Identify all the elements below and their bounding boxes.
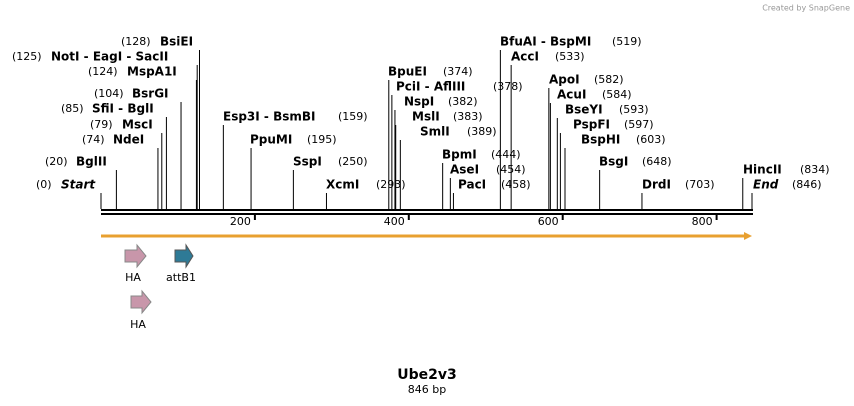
site-name: SmlI	[420, 125, 450, 139]
site-position: (533)	[555, 50, 585, 63]
feature-label: attB1	[166, 271, 196, 284]
site-position: (124)	[88, 65, 118, 78]
site-name: BsrGI	[132, 87, 169, 101]
site-name: NspI	[404, 95, 434, 109]
feature-label: HA	[130, 318, 146, 331]
site-position: (846)	[792, 178, 822, 191]
site-position: (74)	[82, 133, 105, 146]
site-position: (374)	[443, 65, 473, 78]
site-name: DrdI	[642, 178, 671, 192]
site-position: (20)	[45, 155, 68, 168]
site-name: MscI	[122, 118, 153, 132]
site-name: End	[753, 178, 779, 192]
site-name: BpuEI	[388, 65, 427, 79]
site-position: (458)	[501, 178, 531, 191]
site-position: (195)	[307, 133, 337, 146]
title: Ube2v3	[397, 367, 457, 383]
site-position: (603)	[636, 133, 666, 146]
site-name: SfiI - BglI	[92, 102, 154, 116]
site-position: (444)	[491, 148, 521, 161]
site-name: PciI - AflIII	[396, 80, 465, 94]
site-name: AseI	[450, 163, 479, 177]
ruler-tick-label: 400	[384, 215, 405, 228]
site-position: (85)	[61, 102, 84, 115]
site-name: BfuAI - BspMI	[500, 35, 591, 49]
site-name: SspI	[293, 155, 322, 169]
site-position: (159)	[338, 110, 368, 123]
site-name: NdeI	[113, 133, 144, 147]
site-name: AccI	[511, 50, 539, 64]
site-name: BglII	[76, 155, 107, 169]
site-name: Start	[61, 178, 96, 192]
site-name: PpuMI	[250, 133, 292, 147]
site-name: MslI	[412, 110, 440, 124]
site-position: (250)	[338, 155, 368, 168]
site-position: (834)	[800, 163, 830, 176]
site-name: PspFI	[573, 118, 610, 132]
site-position: (79)	[90, 118, 113, 131]
site-position: (104)	[94, 87, 124, 100]
site-name: BspHI	[581, 133, 620, 147]
ruler-tick-label: 200	[230, 215, 251, 228]
site-name: HincII	[743, 163, 782, 177]
ruler-tick-label: 800	[692, 215, 713, 228]
site-name: AcuI	[557, 88, 586, 102]
site-position: (389)	[467, 125, 497, 138]
site-position: (593)	[619, 103, 649, 116]
site-position: (128)	[121, 35, 151, 48]
site-name: XcmI	[326, 178, 359, 192]
site-name: NotI - EagI - SacII	[51, 50, 168, 64]
site-name: BsgI	[599, 155, 628, 169]
site-name: BseYI	[565, 103, 603, 117]
sequence-arrow-head	[744, 232, 752, 240]
feature	[124, 243, 147, 269]
site-position: (597)	[624, 118, 654, 131]
subtitle: 846 bp	[408, 383, 446, 396]
site-position: (125)	[12, 50, 42, 63]
site-name: BsiEI	[160, 35, 193, 49]
feature	[174, 243, 194, 269]
site-name: BpmI	[442, 148, 477, 162]
site-name: PacI	[458, 178, 486, 192]
site-position: (378)	[493, 80, 523, 93]
site-position: (0)	[36, 178, 52, 191]
credit: Created by SnapGene	[762, 4, 850, 13]
site-position: (584)	[602, 88, 632, 101]
site-position: (582)	[594, 73, 624, 86]
feature-label: HA	[125, 271, 141, 284]
site-name: MspA1I	[127, 65, 177, 79]
ruler-tick-label: 600	[538, 215, 559, 228]
site-position: (383)	[453, 110, 483, 123]
site-name: ApoI	[549, 73, 580, 87]
site-position: (703)	[685, 178, 715, 191]
site-name: Esp3I - BsmBI	[223, 110, 315, 124]
site-position: (648)	[642, 155, 672, 168]
site-position: (382)	[448, 95, 478, 108]
feature	[130, 289, 152, 315]
site-position: (293)	[376, 178, 406, 191]
site-position: (519)	[612, 35, 642, 48]
